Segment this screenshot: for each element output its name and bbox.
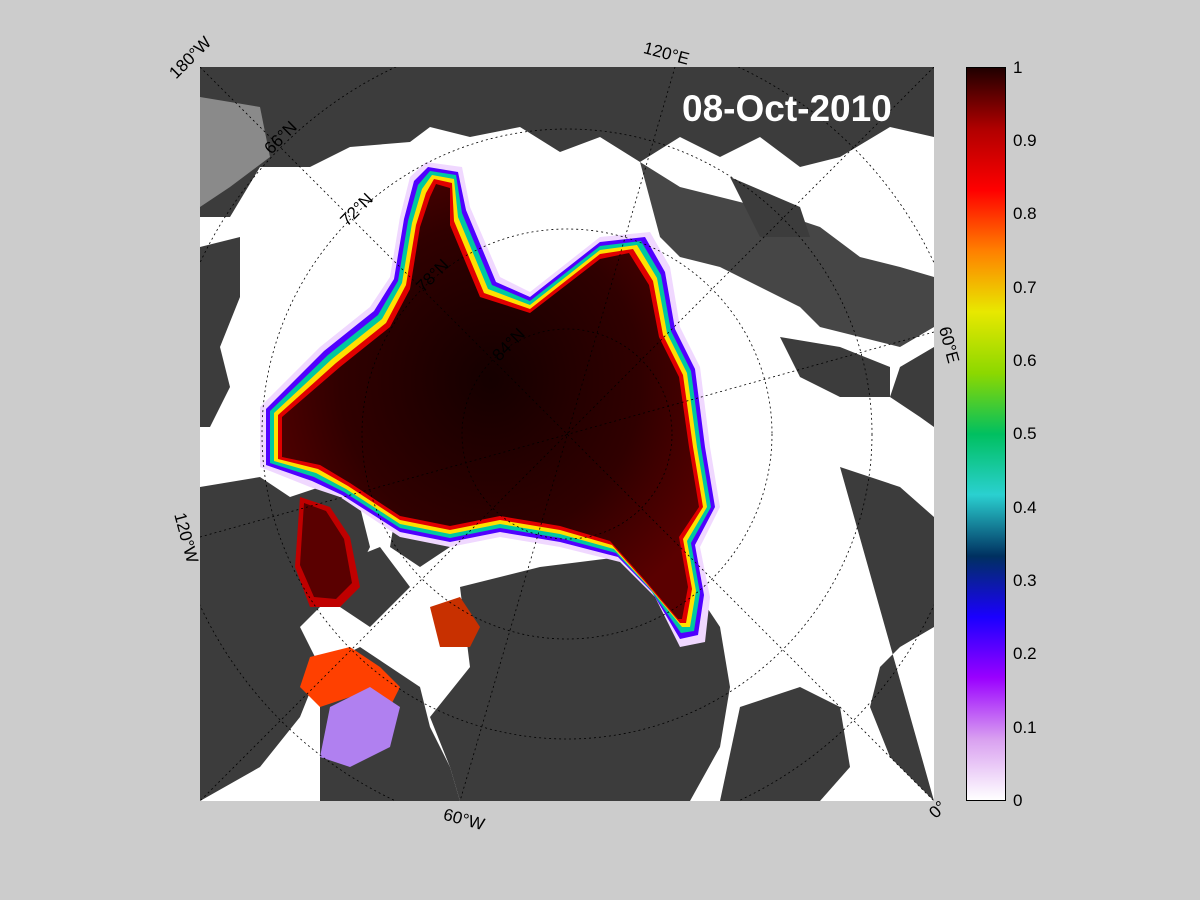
- colorbar-tick: 1: [1013, 58, 1023, 77]
- colorbar-tick: 0.4: [1013, 498, 1037, 517]
- lon-label-60e: 60°E: [935, 324, 963, 366]
- lon-label-120e: 120°E: [641, 38, 692, 69]
- colorbar-tick: 0.3: [1013, 571, 1037, 590]
- colorbar: [966, 67, 1006, 801]
- lon-label-0: 0°: [925, 797, 951, 823]
- graticule: [200, 67, 934, 801]
- colorbar-tick: 0.9: [1013, 131, 1037, 150]
- out-of-range-area: [200, 97, 270, 207]
- colorbar-tick: 0: [1013, 791, 1023, 810]
- colorbar-tick: 0.2: [1013, 644, 1037, 663]
- date-label: 08-Oct-2010: [682, 88, 892, 129]
- lon-label-120w: 120°W: [170, 510, 202, 566]
- colorbar-tick: 0.5: [1013, 424, 1037, 443]
- sea-ice-concentration: [260, 162, 720, 767]
- colorbar-tick: 0.7: [1013, 278, 1037, 297]
- colorbar-tick: 0.8: [1013, 204, 1037, 223]
- colorbar-tick: 0.1: [1013, 718, 1037, 737]
- lon-label-60w: 60°W: [441, 804, 487, 835]
- sea-ice-map: [200, 67, 934, 801]
- colorbar-tick: 0.6: [1013, 351, 1037, 370]
